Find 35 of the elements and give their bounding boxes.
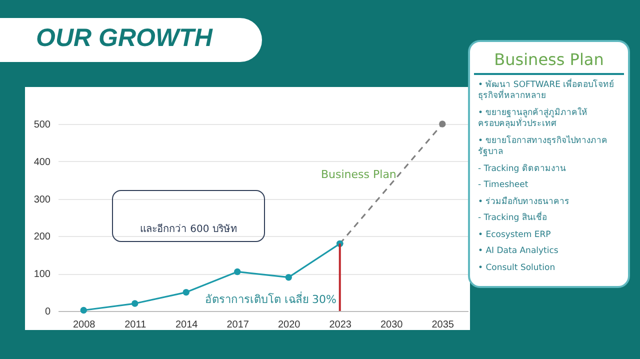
point <box>234 268 241 276</box>
point <box>182 288 190 296</box>
y-tick-label: 200 <box>34 232 51 243</box>
chart-title: OUR GROWTH <box>36 24 212 53</box>
annotation: Business Plan <box>321 168 396 181</box>
y-tick-label: 0 <box>44 306 51 318</box>
y-tick-label: 300 <box>34 194 51 206</box>
text: • ร่วมมือกับทางธนาคาร <box>478 196 571 208</box>
text: • AI Data Analytics <box>478 246 560 258</box>
x-tick-label: 2017 <box>226 320 250 330</box>
point <box>439 120 446 128</box>
point <box>80 306 87 314</box>
x-tick-label: 2014 <box>176 320 198 330</box>
x-tick-label: 2035 <box>432 320 454 330</box>
annotation: อัตราการเติบโต เฉลี่ย 30% <box>205 290 336 308</box>
y-tick-label: 500 <box>34 120 51 130</box>
annotation: และอีกกว่า 600 บริษัท <box>140 222 238 236</box>
text: • ขยายฐานลูกค้าสู่ภูมิภาคให้ครอบคลุมทั่วประเทศ <box>478 108 589 131</box>
text: • พัฒนา SOFTWARE เพื่อตอบโจทย์ธุรกิจที่หลากหลาย <box>478 80 616 103</box>
x-tick-label: 2020 <box>278 320 301 330</box>
point <box>132 300 138 307</box>
y-tick-label: 100 <box>34 269 51 280</box>
x-tick-label: 2023 <box>329 320 352 330</box>
x-tick-label: 2030 <box>380 320 404 330</box>
y-tick-label: 400 <box>34 156 51 168</box>
x-tick-label: 2011 <box>124 320 147 330</box>
text: • Ecosystem ERP <box>478 230 552 242</box>
text: • ขยายโอกาสทางธุรกิจไปทางภาครัฐบาล <box>478 136 609 159</box>
text: - Tracking ติดตามงาน <box>478 164 567 176</box>
text: • Consult Solution <box>478 262 556 274</box>
text: Business Plan <box>474 50 624 75</box>
text: - Timesheet <box>478 180 530 192</box>
x-tick-label: 2008 <box>73 320 96 330</box>
point <box>285 274 292 281</box>
text: - Tracking สินเชื่อ <box>478 213 548 225</box>
